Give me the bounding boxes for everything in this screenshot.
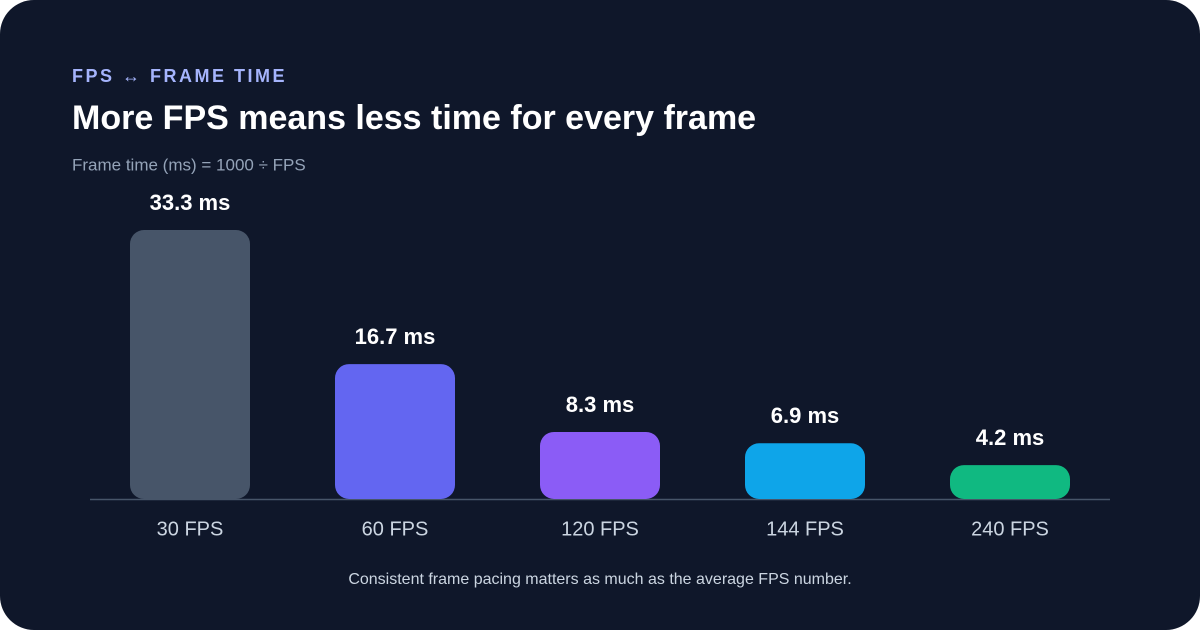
value-label: 8.3 ms [566, 392, 635, 417]
value-label: 4.2 ms [976, 425, 1045, 450]
bar [950, 465, 1070, 499]
bar [540, 431, 660, 499]
bar [130, 230, 250, 499]
bar [745, 443, 865, 499]
x-tick-label: 144 FPS [766, 518, 844, 540]
footnote: Consistent frame pacing matters as much … [348, 571, 851, 588]
eyebrow: FPS ↔ FRAME TIME [72, 66, 287, 86]
chart-title: More FPS means less time for every frame [72, 99, 756, 137]
value-label: 33.3 ms [150, 190, 231, 215]
x-tick-label: 240 FPS [971, 518, 1049, 540]
value-label: 16.7 ms [355, 324, 436, 349]
x-tick-label: 30 FPS [157, 518, 224, 540]
x-tick-label: 120 FPS [561, 518, 639, 540]
value-label: 6.9 ms [771, 403, 840, 428]
x-tick-label: 60 FPS [362, 518, 429, 540]
subtitle: Frame time (ms) = 1000 ÷ FPS [72, 155, 306, 174]
bar [335, 364, 455, 499]
